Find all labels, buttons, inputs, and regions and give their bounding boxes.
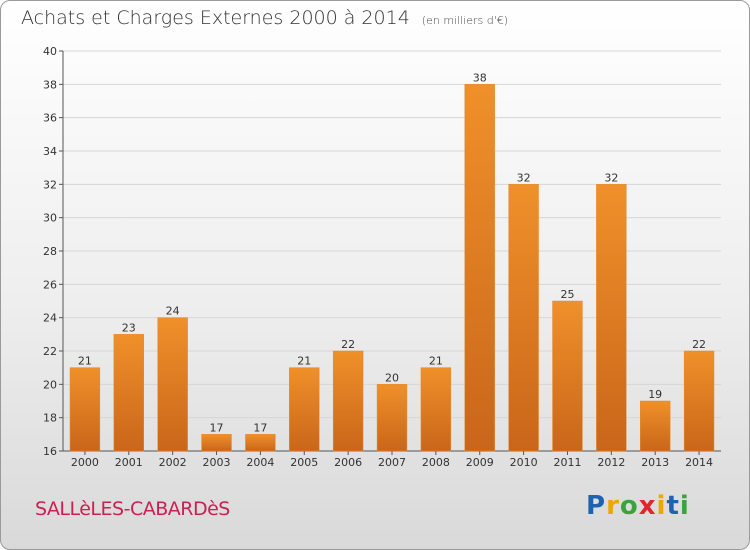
value-label: 32 [604, 171, 618, 184]
bar [464, 84, 495, 452]
value-label: 17 [253, 421, 267, 434]
y-tick-label: 32 [43, 178, 57, 191]
y-tick-label: 22 [43, 345, 57, 358]
value-label: 19 [648, 388, 662, 401]
x-tick-label: 2012 [597, 456, 625, 469]
x-tick-label: 2007 [378, 456, 406, 469]
x-tick-label: 2000 [71, 456, 99, 469]
bar [201, 434, 232, 452]
bar [245, 434, 276, 452]
x-tick-label: 2001 [115, 456, 143, 469]
y-tick-label: 36 [43, 112, 57, 125]
y-tick-label: 24 [43, 312, 57, 325]
x-tick-label: 2008 [422, 456, 450, 469]
value-labels: 21 23 24 17 17 21 22 20 21 38 32 25 32 19 22 [78, 71, 706, 434]
value-label: 21 [429, 355, 443, 368]
bar [552, 300, 583, 452]
value-label: 21 [78, 355, 92, 368]
bar [420, 367, 452, 452]
value-label: 24 [166, 305, 180, 318]
bar [596, 184, 627, 452]
x-tick-label: 2011 [553, 456, 581, 469]
bar [113, 334, 144, 452]
y-tick-label: 28 [43, 245, 57, 258]
proxiti-logo: Proxiti [586, 491, 690, 521]
axes: 16 18 20 22 24 26 28 30 32 34 36 38 40 2000 2001 2002 20… [43, 45, 721, 469]
bar [683, 350, 715, 452]
value-label: 32 [517, 171, 531, 184]
y-tick-label: 34 [43, 145, 57, 158]
logo-letter: i [679, 491, 690, 521]
bar [289, 367, 320, 452]
logo-letter: o [619, 491, 639, 521]
x-tick-label: 2006 [334, 456, 362, 469]
y-tick-label: 40 [43, 45, 57, 58]
y-tick-label: 18 [43, 412, 57, 425]
y-tick-label: 20 [43, 378, 57, 391]
x-tick-label: 2013 [641, 456, 669, 469]
value-label: 22 [692, 338, 706, 351]
x-tick-label: 2003 [203, 456, 231, 469]
bar [376, 384, 408, 452]
logo-letter: P [586, 491, 607, 521]
bar [640, 400, 671, 452]
x-tick-label: 2004 [246, 456, 274, 469]
commune-name: SALLèLES-CABARDèS [35, 498, 230, 520]
y-tick-label: 30 [43, 212, 57, 225]
logo-letter: x [638, 491, 657, 521]
chart-title: Achats et Charges Externes 2000 à 2014 (e… [21, 7, 508, 29]
x-tick-label: 2002 [159, 456, 187, 469]
logo-letter: t [666, 491, 680, 521]
value-label: 20 [385, 371, 399, 384]
x-tick-label: 2009 [466, 456, 494, 469]
bar [508, 184, 539, 452]
value-label: 17 [210, 421, 224, 434]
chart-unit: (en milliers d'€) [421, 14, 509, 27]
x-tick-label: 2014 [685, 456, 713, 469]
x-tick-label: 2005 [290, 456, 318, 469]
chart-title-text: Achats et Charges Externes 2000 à 2014 [21, 7, 410, 29]
bar [157, 317, 188, 452]
x-tick-label: 2010 [510, 456, 538, 469]
value-label: 23 [122, 321, 136, 334]
value-label: 21 [297, 355, 311, 368]
y-tick-label: 26 [43, 278, 57, 291]
y-tick-label: 16 [43, 445, 57, 458]
logo-letter: r [606, 491, 620, 521]
logo-letter: i [656, 491, 667, 521]
bars [69, 84, 715, 452]
y-tick-label: 38 [43, 78, 57, 91]
value-label: 22 [341, 338, 355, 351]
bar [332, 350, 364, 452]
value-label: 25 [560, 288, 574, 301]
value-label: 38 [473, 71, 487, 84]
bar [69, 367, 101, 452]
